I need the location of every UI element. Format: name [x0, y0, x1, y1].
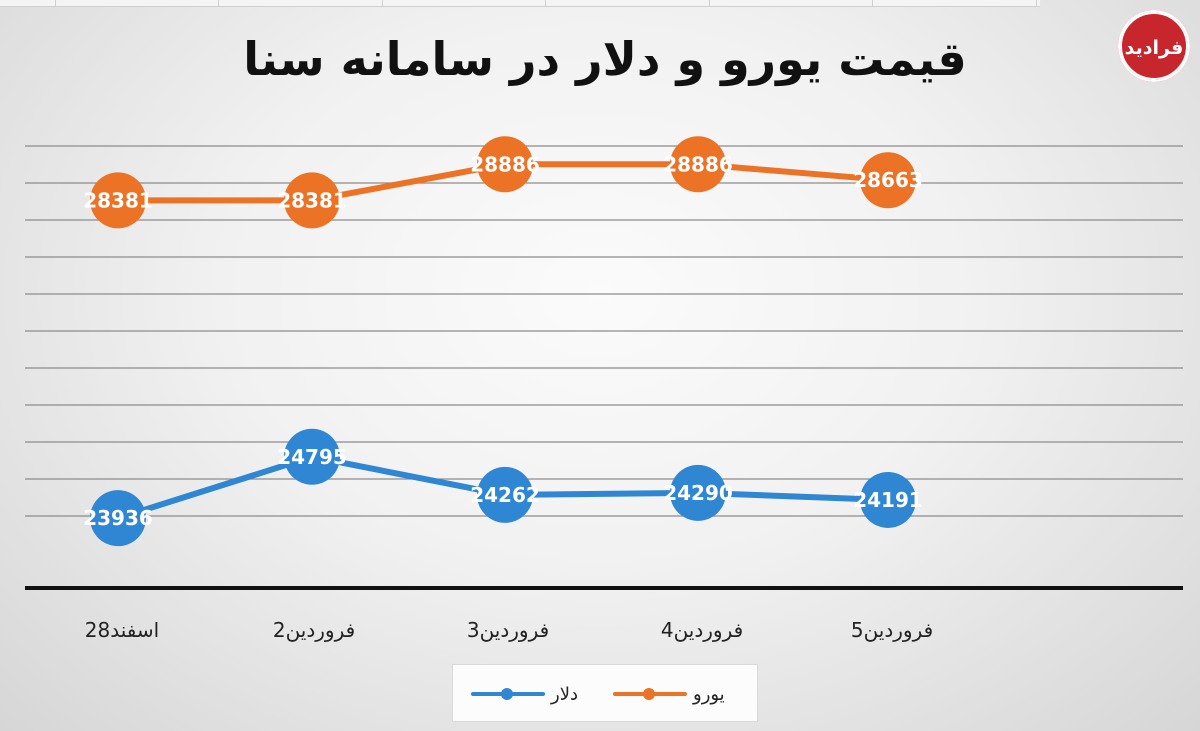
- data-label-euro: 28886: [470, 152, 540, 176]
- data-point-dollar: [477, 466, 533, 523]
- chart-title: قیمت یورو و دلار در سامانه سنا: [243, 32, 967, 86]
- data-point-euro: [860, 152, 916, 209]
- legend-line-dollar: [471, 688, 545, 700]
- data-point-euro: [90, 172, 146, 229]
- data-point-dollar: [860, 471, 916, 528]
- legend-marker-dollar: [501, 688, 513, 700]
- data-point-euro: [284, 172, 340, 229]
- x-tick-label: 5فروردین: [851, 618, 933, 642]
- data-label-dollar: 24262: [470, 483, 540, 507]
- data-point-euro: [477, 136, 533, 193]
- x-tick-label: 3فروردین: [467, 618, 549, 642]
- series-layer: [90, 136, 916, 547]
- legend-item-euro: یورو: [613, 681, 725, 707]
- x-tick-label: 2فروردین: [273, 618, 355, 642]
- data-label-dollar: 24795: [277, 445, 347, 469]
- faradeed-logo-icon: فرادید: [1118, 10, 1190, 82]
- x-tick-labels: 28اسفند 2فروردین 3فروردین 4فروردین 5فروردین: [85, 618, 933, 642]
- data-point-euro: [670, 136, 726, 193]
- legend-line-euro: [613, 688, 687, 700]
- chart-legend: دلار یورو: [452, 664, 758, 722]
- data-label-dollar: 23936: [83, 506, 153, 530]
- data-label-dollar: 24290: [663, 481, 733, 505]
- gridlines: [25, 145, 1183, 517]
- data-point-dollar: [284, 428, 340, 485]
- x-tick-label: 28اسفند: [85, 618, 159, 642]
- legend-label-euro: یورو: [693, 683, 725, 705]
- legend-item-dollar: دلار: [471, 681, 578, 707]
- data-point-dollar: [90, 490, 146, 547]
- data-label-euro: 28663: [853, 168, 923, 192]
- data-label-euro: 28381: [83, 188, 153, 212]
- value-labels: 28381 28381 28886 28886 28663 23936 24795 24262…: [83, 152, 923, 530]
- data-point-dollar: [670, 464, 726, 521]
- data-label-dollar: 24191: [853, 488, 923, 512]
- data-label-euro: 28886: [663, 152, 733, 176]
- legend-label-dollar: دلار: [551, 683, 578, 705]
- x-tick-label: 4فروردین: [661, 618, 743, 642]
- legend-marker-euro: [643, 688, 655, 700]
- data-label-euro: 28381: [277, 188, 347, 212]
- top-border-strip: [0, 0, 1040, 7]
- svg-text:فرادید: فرادید: [1125, 37, 1184, 59]
